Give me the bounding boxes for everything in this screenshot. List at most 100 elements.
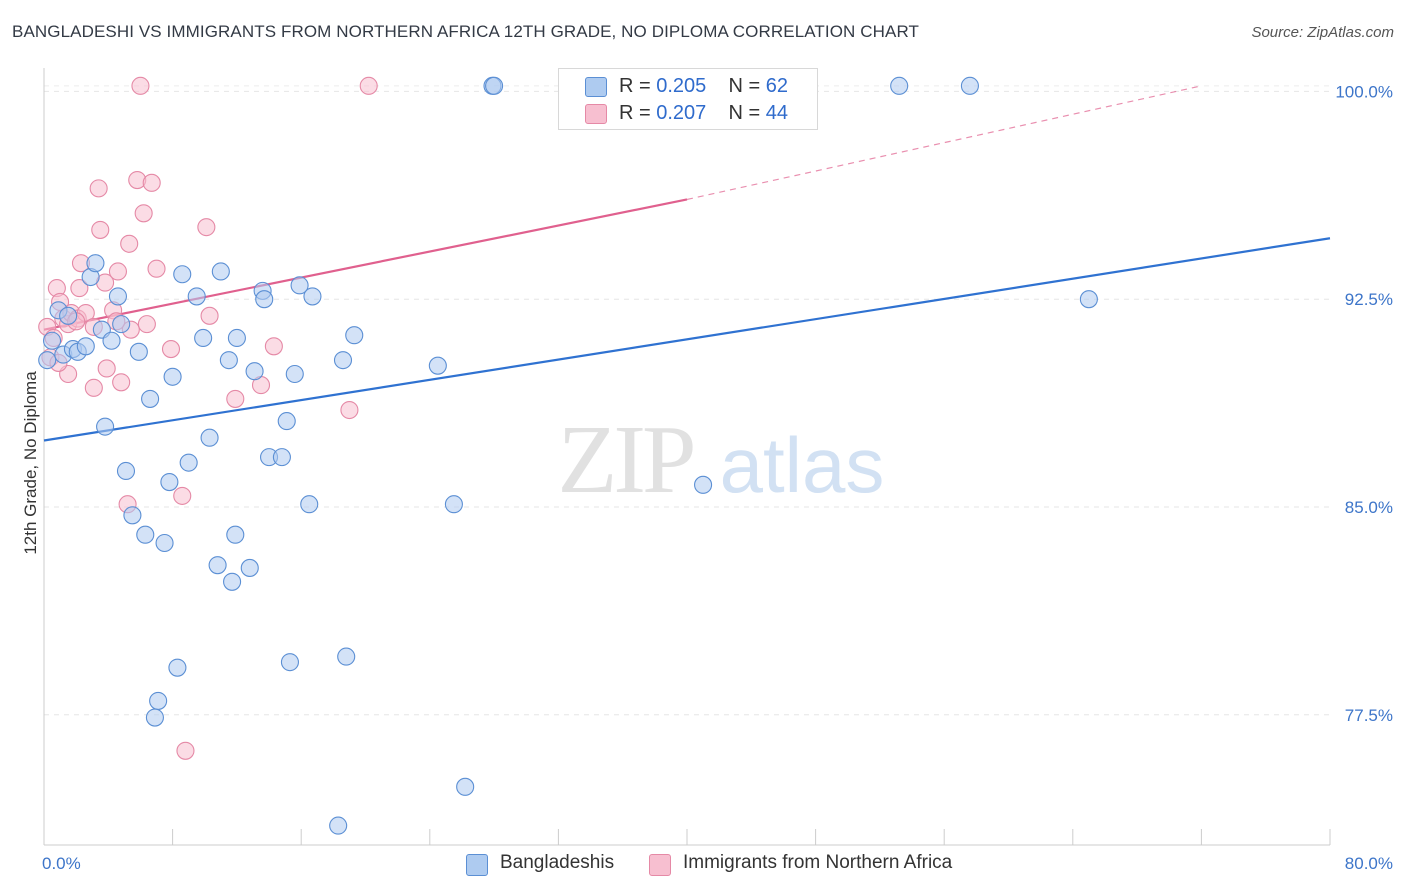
legend-n-label: N = [728, 75, 761, 97]
data-point-bangladeshis [245, 362, 264, 381]
x-tick-label: 0.0% [42, 854, 81, 873]
data-point-bangladeshis [444, 495, 463, 514]
data-point-immigrants [89, 179, 108, 198]
data-point-immigrants [70, 279, 89, 298]
data-point-bangladeshis [116, 461, 136, 481]
legend-n-value: 44 [765, 102, 789, 124]
data-point-bangladeshis [223, 572, 242, 591]
data-point-bangladeshis [179, 453, 198, 472]
data-point-bangladeshis [145, 708, 164, 727]
data-point-bangladeshis [211, 262, 230, 281]
data-point-immigrants [131, 76, 150, 95]
data-point-bangladeshis [194, 328, 213, 348]
data-point-bangladeshis [345, 326, 364, 345]
data-point-immigrants [112, 373, 131, 392]
data-point-bangladeshis [485, 76, 504, 95]
series-label: Immigrants from Northern Africa [683, 852, 953, 873]
legend-r-label: R = [619, 102, 651, 124]
data-point-immigrants [120, 234, 139, 253]
data-point-immigrants [200, 306, 219, 325]
data-point-bangladeshis [129, 342, 148, 361]
legend-swatch-blue [585, 77, 607, 97]
correlation-legend: R = 0.205 N = 62 R = 0.207 N = 44 [558, 68, 818, 130]
data-point-immigrants [108, 262, 127, 281]
data-point-bangladeshis [108, 287, 127, 306]
data-point-bangladeshis [141, 389, 160, 408]
data-point-immigrants [264, 337, 283, 356]
data-point-bangladeshis [96, 417, 115, 436]
y-axis-label: 12th Grade, No Diploma [21, 371, 40, 555]
legend-r-value: 0.207 [656, 102, 707, 124]
trend-lines [43, 85, 1331, 442]
data-point-immigrants [142, 173, 161, 192]
data-point-bangladeshis [219, 351, 238, 370]
data-point-immigrants [340, 400, 359, 420]
data-point-bangladeshis [290, 276, 309, 295]
data-point-bangladeshis [187, 287, 206, 306]
data-point-bangladeshis [255, 290, 274, 309]
data-point-immigrants [97, 359, 116, 378]
data-point-bangladeshis [329, 816, 348, 835]
y-tick-label: 100.0% [1335, 82, 1393, 101]
tick-labels: 100.0% 92.5% 85.0% 77.5% 0.0% 80.0% [42, 82, 1393, 873]
data-point-immigrants [226, 389, 245, 408]
chart-title: BANGLADESHI VS IMMIGRANTS FROM NORTHERN … [12, 22, 920, 41]
data-point-bangladeshis [277, 412, 296, 431]
data-point-bangladeshis [173, 265, 192, 284]
data-point-bangladeshis [337, 647, 356, 666]
data-point-immigrants [359, 76, 378, 95]
data-point-bangladeshis [149, 691, 168, 710]
data-point-bangladeshis [890, 76, 909, 95]
data-point-bangladeshis [168, 658, 187, 677]
data-point-bangladeshis [163, 367, 182, 386]
y-tick-label: 77.5% [1345, 706, 1393, 725]
data-point-bangladeshis [155, 533, 174, 553]
data-point-immigrants [161, 340, 181, 359]
data-points [38, 76, 1098, 835]
data-point-bangladeshis [112, 315, 131, 334]
data-point-bangladeshis [226, 525, 245, 544]
trend-line-bangladeshis [43, 237, 1331, 442]
data-point-immigrants [147, 259, 166, 278]
legend-n-value: 62 [765, 75, 789, 97]
data-point-bangladeshis [160, 473, 179, 492]
data-point-bangladeshis [123, 506, 142, 525]
y-tick-label: 85.0% [1345, 498, 1393, 517]
data-point-immigrants [176, 741, 195, 760]
data-point-bangladeshis [102, 331, 121, 350]
legend-r-label: R = [619, 75, 651, 97]
data-point-bangladeshis [59, 306, 78, 325]
data-point-bangladeshis [38, 351, 57, 370]
data-point-bangladeshis [300, 495, 319, 514]
data-point-bangladeshis [76, 337, 95, 356]
series-label: Bangladeshis [500, 852, 615, 873]
data-point-immigrants [84, 378, 103, 397]
data-point-bangladeshis [333, 351, 353, 370]
data-point-immigrants [197, 218, 216, 237]
legend-r-value: 0.205 [656, 75, 707, 97]
data-point-bangladeshis [960, 76, 979, 95]
data-point-bangladeshis [272, 448, 291, 467]
data-point-bangladeshis [240, 558, 259, 577]
watermark-zip: ZIP [558, 406, 693, 514]
data-point-immigrants [173, 486, 192, 505]
data-point-bangladeshis [227, 328, 246, 348]
data-point-bangladeshis [136, 525, 155, 544]
watermark: ZIP atlas [558, 406, 885, 514]
legend-swatch-pink [585, 104, 607, 124]
data-point-bangladeshis [42, 331, 62, 350]
series-swatch-pink [649, 854, 671, 876]
data-point-bangladeshis [303, 287, 322, 306]
watermark-atlas: atlas [720, 421, 885, 509]
data-point-immigrants [137, 315, 156, 334]
x-tick-label: 80.0% [1345, 854, 1393, 873]
data-point-bangladeshis [280, 653, 299, 672]
axes [43, 68, 1331, 846]
data-point-immigrants [91, 220, 110, 239]
data-point-bangladeshis [428, 356, 447, 375]
data-point-bangladeshis [1079, 290, 1098, 309]
data-point-bangladeshis [200, 428, 219, 447]
data-point-immigrants [134, 204, 153, 223]
y-tick-label: 92.5% [1345, 290, 1393, 309]
